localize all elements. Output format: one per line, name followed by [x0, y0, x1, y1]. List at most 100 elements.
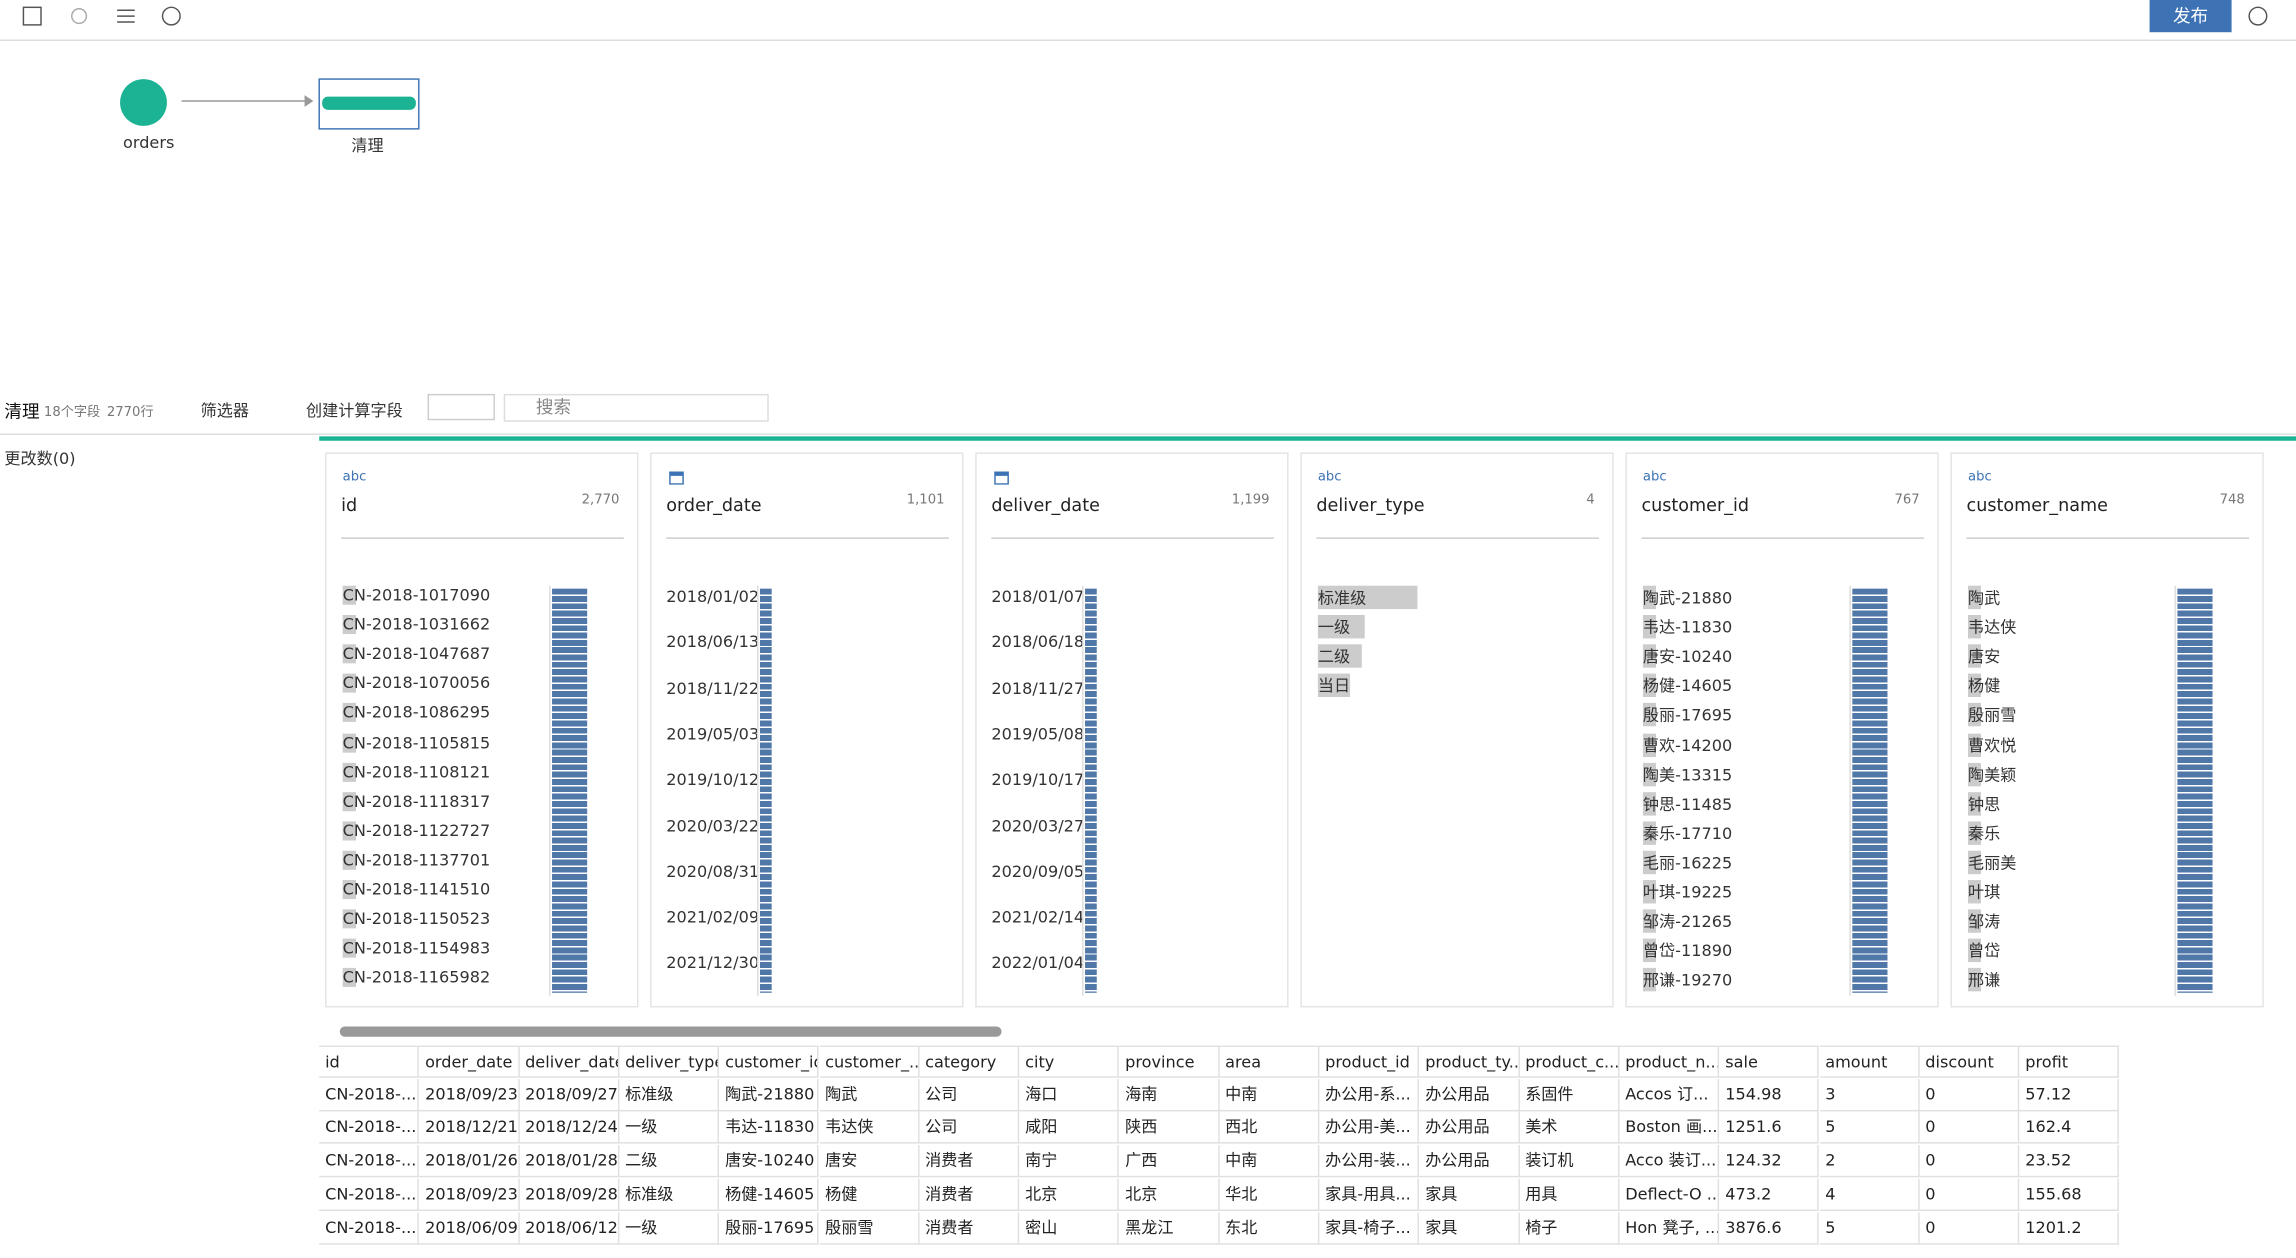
value-label[interactable]: 2020/03/27	[991, 816, 1085, 836]
value-label[interactable]: 殷丽-17695	[1642, 703, 1733, 727]
table-cell: 办公用-系...	[1319, 1078, 1420, 1111]
calc-field-button[interactable]: 创建计算字段	[306, 401, 403, 421]
value-label[interactable]: 杨健	[1968, 674, 2001, 698]
table-cell: 消费者	[919, 1211, 1020, 1244]
value-label[interactable]: 当日	[1317, 674, 1351, 698]
refresh-icon[interactable]	[71, 8, 88, 25]
value-label[interactable]: 陶武-21880	[1642, 585, 1733, 610]
value-label[interactable]: CN-2018-1165982	[342, 968, 491, 988]
value-label[interactable]: 2018/06/18	[991, 633, 1085, 653]
value-label[interactable]: 标准级	[1317, 585, 1418, 610]
column-header[interactable]: product_c...	[1519, 1045, 1620, 1078]
info-icon[interactable]	[2248, 6, 2269, 27]
arrow-head	[304, 95, 314, 107]
value-label[interactable]: 钟思	[1968, 791, 2001, 816]
value-label[interactable]: 2018/01/02	[666, 587, 760, 607]
column-header[interactable]: product_ty...	[1419, 1045, 1520, 1078]
view-toggle[interactable]	[427, 393, 495, 421]
value-label[interactable]: 一级	[1317, 615, 1365, 639]
column-header[interactable]: sale	[1719, 1045, 1820, 1078]
column-header[interactable]: discount	[1919, 1045, 2020, 1078]
value-label[interactable]: 唐安-10240	[1642, 644, 1733, 668]
value-label[interactable]: 2019/05/08	[991, 724, 1085, 744]
value-label[interactable]: CN-2018-1137701	[342, 850, 491, 870]
value-label[interactable]: CN-2018-1017090	[342, 585, 491, 605]
column-header[interactable]: amount	[1819, 1045, 1920, 1078]
value-label[interactable]: 曹欢-14200	[1642, 732, 1733, 757]
value-label[interactable]: 2018/11/27	[991, 678, 1085, 698]
value-label[interactable]: 2019/10/12	[666, 770, 760, 790]
value-label[interactable]: CN-2018-1150523	[342, 909, 491, 929]
value-label[interactable]: 陶美颖	[1968, 762, 2017, 786]
filter-button[interactable]: 筛选器	[200, 401, 249, 421]
value-label[interactable]: CN-2018-1118317	[342, 791, 491, 811]
value-label[interactable]: 2018/06/13	[666, 633, 760, 653]
value-label[interactable]: 邢谦-19270	[1642, 968, 1733, 992]
value-label[interactable]: CN-2018-1086295	[342, 703, 491, 723]
value-label[interactable]: 2021/12/30	[666, 953, 760, 973]
value-label[interactable]: 曾岱	[1968, 938, 2001, 963]
value-label[interactable]: 叶琪	[1968, 880, 2001, 904]
value-label[interactable]: 2018/11/22	[666, 678, 760, 698]
value-label[interactable]: CN-2018-1122727	[342, 821, 491, 841]
value-label[interactable]: 曹欢悦	[1968, 732, 2017, 757]
axis-line	[1849, 585, 1851, 996]
column-header[interactable]: product_id	[1319, 1045, 1420, 1078]
changes-label[interactable]: 更改数(0)	[4, 449, 76, 469]
column-header[interactable]: profit	[2019, 1045, 2120, 1078]
value-label[interactable]: 邢谦	[1968, 968, 2001, 992]
value-label[interactable]: 2020/03/22	[666, 816, 760, 836]
value-label[interactable]: 2022/01/04	[991, 953, 1085, 973]
column-header[interactable]: product_n...	[1619, 1045, 1720, 1078]
value-label[interactable]: 曾岱-11890	[1642, 938, 1733, 963]
value-label[interactable]: 邹涛	[1968, 909, 2001, 933]
value-label[interactable]: CN-2018-1105815	[342, 732, 491, 752]
save-icon[interactable]	[22, 6, 42, 26]
column-header[interactable]: category	[919, 1045, 1020, 1078]
column-header[interactable]: province	[1119, 1045, 1220, 1078]
settings-icon[interactable]	[117, 9, 135, 23]
value-label[interactable]: 秦乐-17710	[1642, 821, 1733, 845]
value-label[interactable]: 2021/02/09	[666, 907, 760, 928]
column-header[interactable]: customer_...	[819, 1045, 920, 1078]
column-header[interactable]: deliver_date	[519, 1045, 620, 1078]
value-label[interactable]: 韦达-11830	[1642, 615, 1733, 639]
value-label[interactable]: 杨健-14605	[1642, 674, 1733, 698]
value-label[interactable]: 2020/09/05	[991, 862, 1085, 882]
column-header[interactable]: area	[1219, 1045, 1320, 1078]
value-label[interactable]: CN-2018-1070056	[342, 674, 491, 694]
column-header[interactable]: order_date	[419, 1045, 520, 1078]
row-count: 2770行	[106, 405, 154, 421]
value-label[interactable]: 二级	[1317, 644, 1362, 668]
value-label[interactable]: 秦乐	[1968, 821, 2001, 845]
value-label[interactable]: 邹涛-21265	[1642, 909, 1733, 933]
value-label[interactable]: 唐安	[1968, 644, 2001, 668]
column-header[interactable]: deliver_type	[619, 1045, 720, 1078]
value-label[interactable]: 2021/02/14	[991, 907, 1085, 928]
column-header[interactable]: customer_id	[719, 1045, 820, 1078]
value-label[interactable]: 毛丽美	[1968, 850, 2017, 875]
search-input[interactable]: 搜索	[503, 393, 769, 422]
value-label[interactable]: 叶琪-19225	[1642, 880, 1733, 904]
value-label[interactable]: CN-2018-1141510	[342, 880, 491, 900]
column-header[interactable]: city	[1019, 1045, 1120, 1078]
value-label[interactable]: 钟思-11485	[1642, 791, 1733, 816]
publish-button[interactable]: 发布	[2149, 0, 2232, 33]
column-header[interactable]: id	[319, 1045, 420, 1078]
value-label[interactable]: 陶武	[1968, 585, 2001, 610]
value-label[interactable]: CN-2018-1047687	[342, 644, 491, 664]
value-label[interactable]: CN-2018-1108121	[342, 762, 491, 782]
value-label[interactable]: CN-2018-1031662	[342, 615, 491, 635]
value-label[interactable]: 2018/01/07	[991, 587, 1085, 607]
run-icon[interactable]	[161, 6, 181, 26]
h-scrollbar[interactable]	[339, 1026, 1002, 1037]
value-label[interactable]: 陶美-13315	[1642, 762, 1733, 786]
value-label[interactable]: 毛丽-16225	[1642, 850, 1733, 875]
value-label[interactable]: 韦达侠	[1968, 615, 2017, 639]
value-label[interactable]: 2019/05/03	[666, 724, 760, 744]
value-label[interactable]: 2019/10/17	[991, 770, 1085, 790]
value-label[interactable]: CN-2018-1154983	[342, 938, 491, 958]
value-label[interactable]: 2020/08/31	[666, 862, 760, 882]
value-label[interactable]: 殷丽雪	[1968, 703, 2017, 727]
source-node[interactable]	[120, 79, 167, 126]
